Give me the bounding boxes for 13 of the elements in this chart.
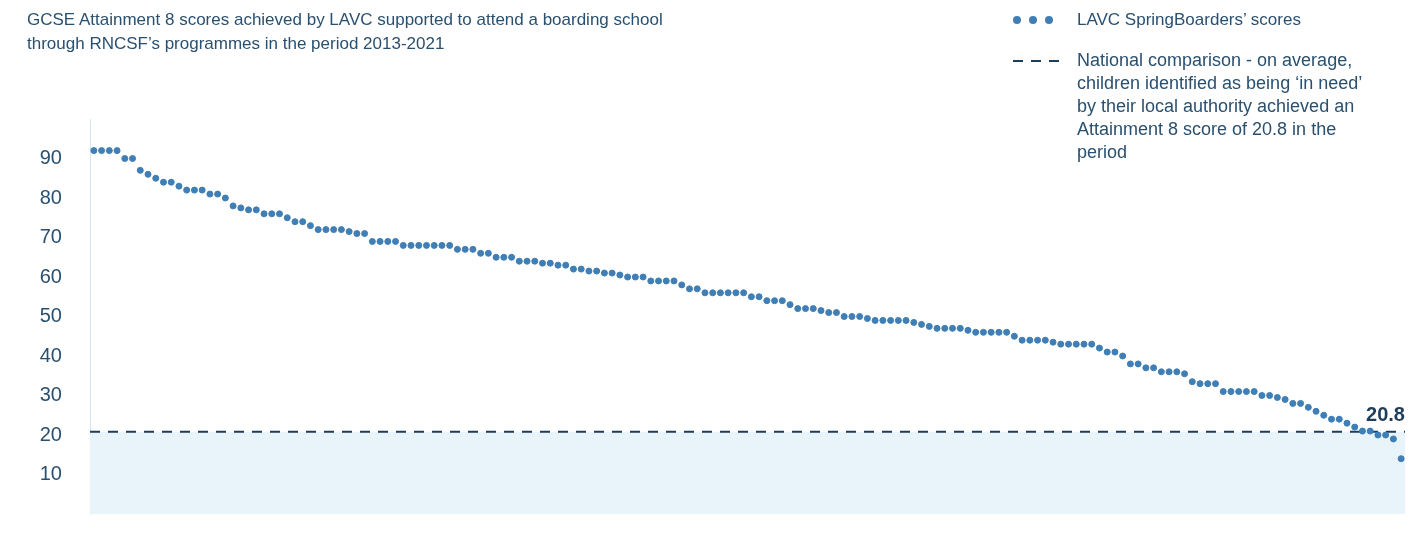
y-tick-label: 90 [39,146,62,169]
annotation: 20.8 [1366,403,1405,426]
y-tick-label: 70 [39,225,62,248]
y-tick-label: 40 [39,343,62,366]
chart-title: GCSE Attainment 8 scores achieved by LAVC supported to attend a boarding school through RNCSF’s programmes in the period 2013-2021 [27,9,664,55]
legend-label: LAVC SpringBoarders’ scores [1077,9,1301,31]
y-tick-label: 50 [39,304,62,327]
y-tick-label: 80 [39,185,62,208]
y-tick-label: 20 [39,422,62,445]
y-tick-label: 10 [39,462,62,485]
y-tick-label: 30 [39,383,62,406]
y-tick-label: 60 [39,264,62,287]
legend-label: National comparison - on average, children identified as being ‘in need’ by their local authority achieved an Attainment 8 score of 20.8 in the period [1077,49,1363,164]
